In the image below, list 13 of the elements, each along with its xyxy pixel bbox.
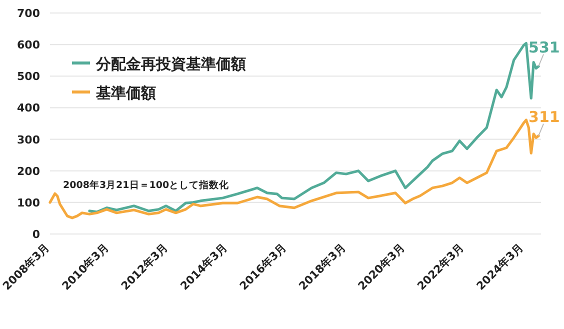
- legend-label: 分配金再投資基準価額: [95, 55, 246, 73]
- y-tick-label: 700: [17, 7, 40, 20]
- y-tick-label: 0: [32, 228, 40, 241]
- y-tick-label: 500: [17, 70, 40, 84]
- y-tick-label: 100: [17, 196, 40, 210]
- y-tick-label: 300: [17, 133, 40, 146]
- legend-label: 基準価額: [95, 84, 156, 102]
- annotation: 531: [528, 38, 560, 56]
- y-tick-label: 200: [17, 164, 40, 178]
- y-tick-label: 600: [17, 38, 40, 52]
- annotation: 311: [528, 108, 560, 126]
- y-tick-label: 400: [17, 102, 40, 115]
- annotation: 2008年3月21日＝100として指数化: [63, 179, 230, 191]
